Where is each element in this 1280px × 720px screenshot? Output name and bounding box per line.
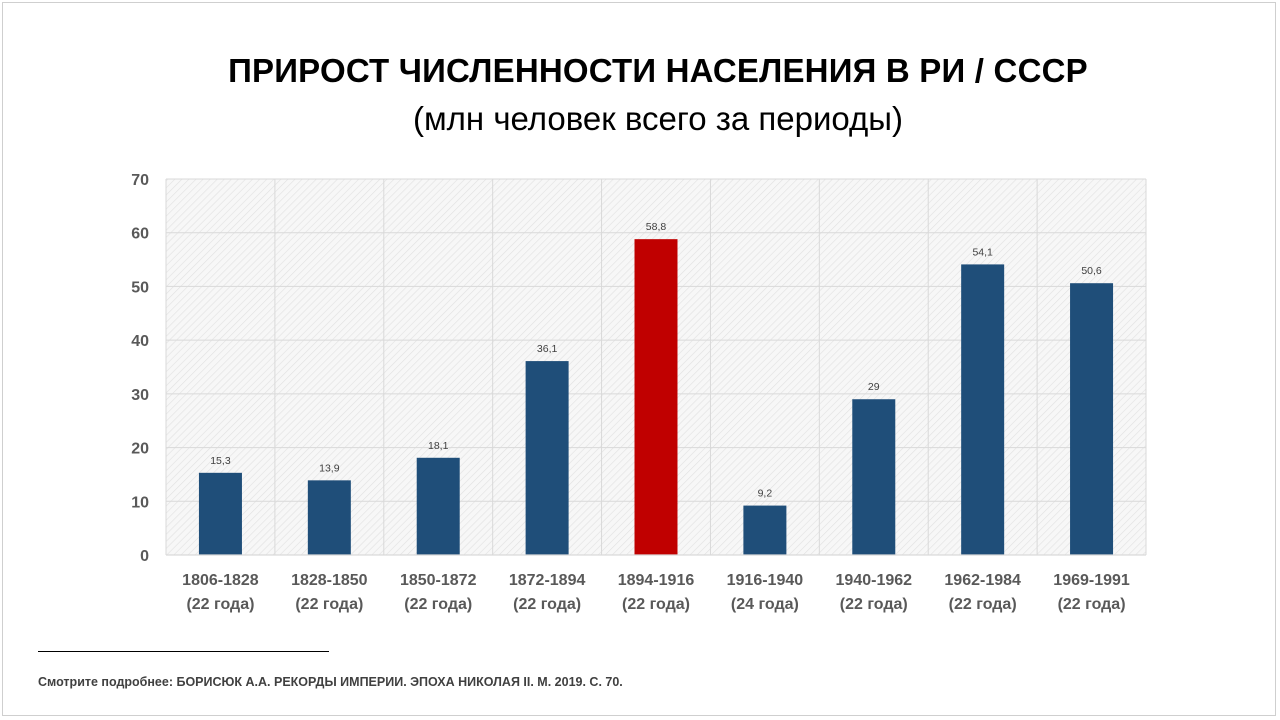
x-tick-label: 1872-1894: [509, 572, 586, 589]
y-tick-label: 10: [131, 494, 149, 511]
data-label: 15,3: [210, 455, 231, 467]
bar-chart: 0 10 20 30 40 50 60 70 15,3 13,9 18,1 36,1 58,8 9,2 2…: [131, 172, 1147, 613]
x-tick-label: 1969-1991: [1053, 572, 1130, 589]
data-label: 13,9: [319, 462, 340, 474]
bar: [961, 264, 1005, 555]
x-tick-label: (22 года): [186, 596, 254, 613]
x-tick-label: (22 года): [622, 596, 690, 613]
x-tick-label: 1940-1962: [836, 572, 913, 589]
data-label: 58,8: [646, 221, 667, 233]
bar: [1070, 283, 1114, 555]
data-label: 50,6: [1081, 265, 1102, 277]
footnote-divider: [38, 651, 329, 652]
data-label: 54,1: [972, 246, 993, 258]
bar: [852, 399, 896, 555]
data-labels: 15,3 13,9 18,1 36,1 58,8 9,2 29 54,1 50,6: [210, 221, 1102, 499]
data-label: 9,2: [758, 488, 773, 500]
x-tick-label: 1894-1916: [618, 572, 695, 589]
x-axis: 1806-1828 (22 года) 1828-1850 (22 года) 1850…: [166, 554, 1146, 613]
y-tick-label: 0: [140, 548, 149, 565]
y-tick-label: 50: [131, 279, 149, 296]
data-label: 18,1: [428, 440, 449, 452]
x-tick-label: (22 года): [949, 596, 1017, 613]
source-footnote: Смотрите подробнее: БОРИСЮК А.А. РЕКОРДЫ…: [38, 675, 623, 689]
data-label: 36,1: [537, 343, 558, 355]
bar: [743, 505, 787, 555]
y-tick-label: 60: [131, 226, 149, 243]
bar: [416, 457, 460, 555]
y-tick-label: 70: [131, 172, 149, 189]
x-tick-label: (22 года): [840, 596, 908, 613]
x-tick-label: (22 года): [513, 596, 581, 613]
x-tick-label: (22 года): [295, 596, 363, 613]
y-axis: 0 10 20 30 40 50 60 70: [131, 172, 149, 565]
x-tick-label: 1850-1872: [400, 572, 477, 589]
x-tick-label: 1806-1828: [182, 572, 259, 589]
x-tick-label: 1828-1850: [291, 572, 368, 589]
bars: [198, 239, 1114, 555]
chart-subtitle: (млн человек всего за периоды): [413, 100, 903, 137]
data-label: 29: [868, 381, 880, 393]
y-tick-label: 40: [131, 333, 149, 350]
x-tick-label: (22 года): [404, 596, 472, 613]
bar: [198, 472, 242, 555]
bar: [307, 480, 351, 555]
x-tick-label: 1916-1940: [727, 572, 804, 589]
x-tick-label: 1962-1984: [944, 572, 1021, 589]
bar: [525, 361, 569, 555]
y-tick-label: 30: [131, 387, 149, 404]
x-tick-label: (24 года): [731, 596, 799, 613]
chart-title: ПРИРОСТ ЧИСЛЕННОСТИ НАСЕЛЕНИЯ В РИ / ССС…: [228, 52, 1088, 89]
bar: [634, 239, 678, 555]
y-tick-label: 20: [131, 441, 149, 458]
x-tick-label: (22 года): [1058, 596, 1126, 613]
